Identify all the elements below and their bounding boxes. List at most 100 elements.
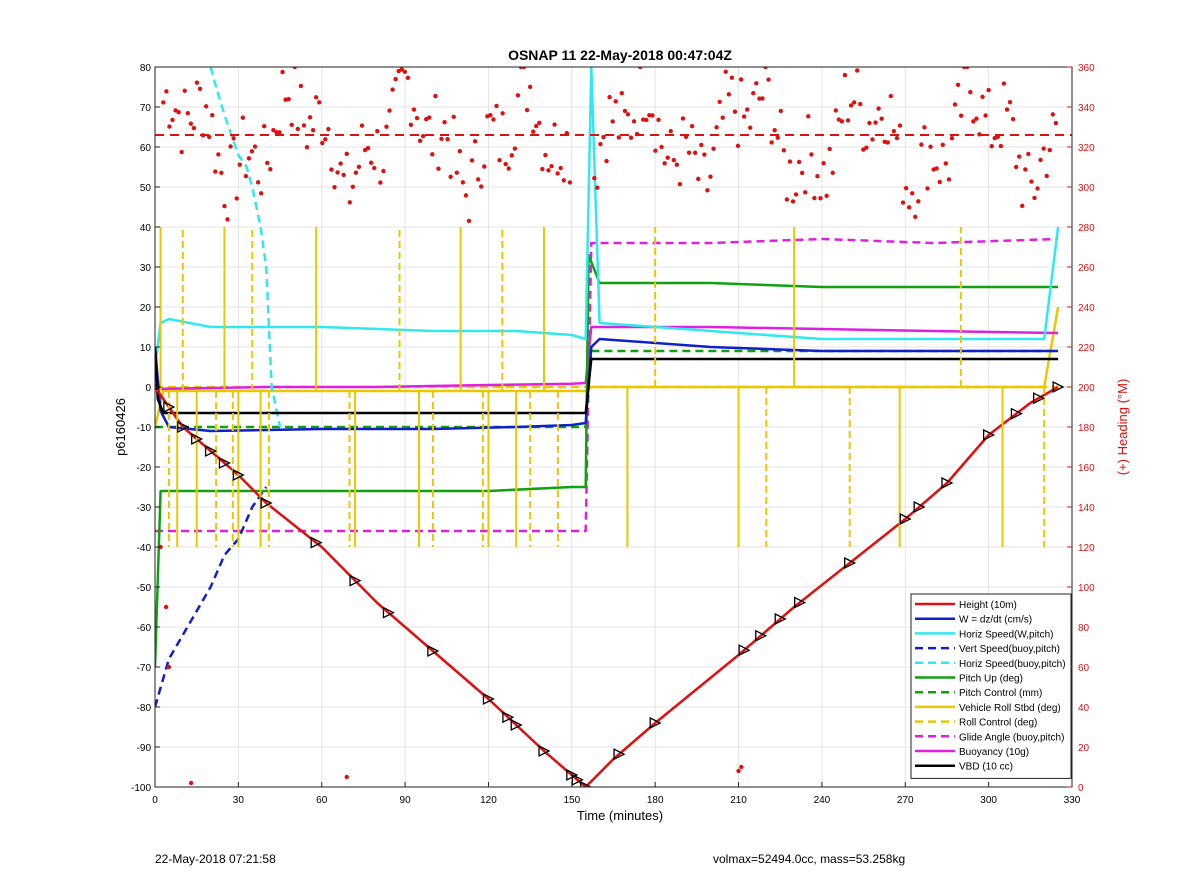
height-marker: [913, 500, 926, 514]
heading-point: [699, 142, 704, 148]
heading-point: [417, 138, 423, 144]
heading-point: [210, 113, 215, 118]
y-tick-label: 40: [140, 223, 152, 234]
heading-point: [166, 664, 172, 670]
y2-tick-label: 280: [1078, 223, 1095, 234]
heading-point: [989, 144, 994, 149]
heading-point: [796, 159, 802, 165]
heading-point: [405, 75, 411, 81]
heading-point: [787, 159, 793, 164]
y-tick-label: -70: [137, 663, 152, 674]
heading-point: [222, 203, 227, 209]
y-tick-label: 10: [140, 343, 152, 354]
heading-point: [246, 156, 252, 161]
heading-point: [708, 174, 713, 179]
height-marker: [349, 574, 362, 587]
heading-point: [592, 175, 597, 181]
legend-entry: VBD (10 cc): [959, 762, 1013, 773]
legend-entry: Pitch Control (mm): [959, 688, 1042, 699]
heading-point: [494, 103, 499, 109]
y-tick-label: 60: [140, 143, 152, 154]
heading-point: [1010, 116, 1016, 122]
heading-point: [307, 115, 313, 120]
heading-point: [1026, 151, 1031, 157]
heading-point: [191, 125, 197, 131]
y-tick-label: -90: [137, 743, 152, 754]
heading-point: [167, 124, 172, 129]
series-layer: [155, 67, 1072, 787]
heading-point: [885, 140, 890, 145]
heading-point: [952, 102, 958, 107]
heading-point: [500, 111, 505, 116]
heading-point: [748, 125, 753, 130]
heading-point: [656, 117, 661, 123]
heading-point: [689, 124, 695, 129]
series-line-3: [155, 486, 268, 708]
heading-point: [216, 152, 221, 157]
heading-point: [806, 114, 811, 119]
height-marker: [899, 512, 912, 526]
y-axis-ticks: -100-90-80-70-60-50-40-30-20-10010203040…: [131, 63, 160, 794]
heading-point: [448, 174, 453, 179]
heading-point: [1047, 147, 1052, 153]
heading-point: [454, 170, 459, 175]
heading-point: [671, 157, 676, 163]
heading-point: [775, 135, 780, 140]
footer-volmax-mass: volmax=52494.0cc, mass=53.258kg: [713, 852, 906, 866]
height-marker: [844, 556, 857, 570]
heading-point: [821, 161, 826, 166]
heading-point: [460, 180, 466, 185]
footer-timestamp: 22-May-2018 07:21:58: [155, 852, 276, 866]
heading-point: [200, 133, 206, 138]
heading-point: [692, 150, 698, 155]
heading-point: [335, 170, 340, 175]
heading-point: [598, 141, 603, 147]
heading-point: [876, 106, 881, 111]
legend-entry: Roll Control (deg): [959, 718, 1037, 729]
heading-point: [353, 170, 359, 175]
heading-point: [845, 118, 851, 123]
heading-point: [815, 173, 820, 179]
heading-point: [897, 123, 903, 128]
heading-point: [359, 123, 365, 128]
heading-point: [310, 127, 316, 133]
y-tick-label: 0: [145, 383, 151, 394]
x-tick-label: 180: [647, 795, 664, 806]
heading-point: [509, 153, 514, 158]
y-tick-label: -100: [131, 783, 151, 794]
heading-point: [457, 148, 463, 154]
heading-point: [858, 101, 863, 107]
heading-point: [925, 186, 930, 191]
heading-point: [1007, 99, 1013, 105]
height-marker: [1010, 407, 1023, 420]
heading-point: [604, 158, 609, 164]
x-tick-label: 90: [400, 795, 412, 806]
heading-point: [723, 69, 728, 74]
legend-entry: Height (10m): [959, 600, 1017, 611]
heading-point: [977, 132, 982, 137]
heading-point: [958, 113, 964, 118]
heading-point: [870, 137, 875, 142]
height-marker: [1033, 392, 1046, 405]
heading-point: [433, 93, 438, 99]
heading-point: [268, 166, 273, 172]
heading-point: [234, 196, 239, 201]
heading-point: [408, 122, 414, 127]
heading-point: [161, 100, 166, 105]
heading-point: [249, 149, 255, 154]
heading-point: [839, 119, 845, 124]
heading-point: [824, 193, 829, 199]
heading-point: [739, 764, 744, 770]
heading-point: [381, 168, 386, 174]
height-marker: [163, 400, 176, 414]
heading-point: [622, 108, 628, 114]
height-marker: [260, 496, 273, 510]
heading-point: [732, 109, 738, 114]
heading-point: [910, 191, 915, 196]
heading-point: [1050, 112, 1056, 117]
heading-point: [372, 165, 377, 171]
heading-point: [634, 131, 640, 137]
heading-point: [986, 87, 991, 93]
heading-point: [436, 166, 441, 171]
